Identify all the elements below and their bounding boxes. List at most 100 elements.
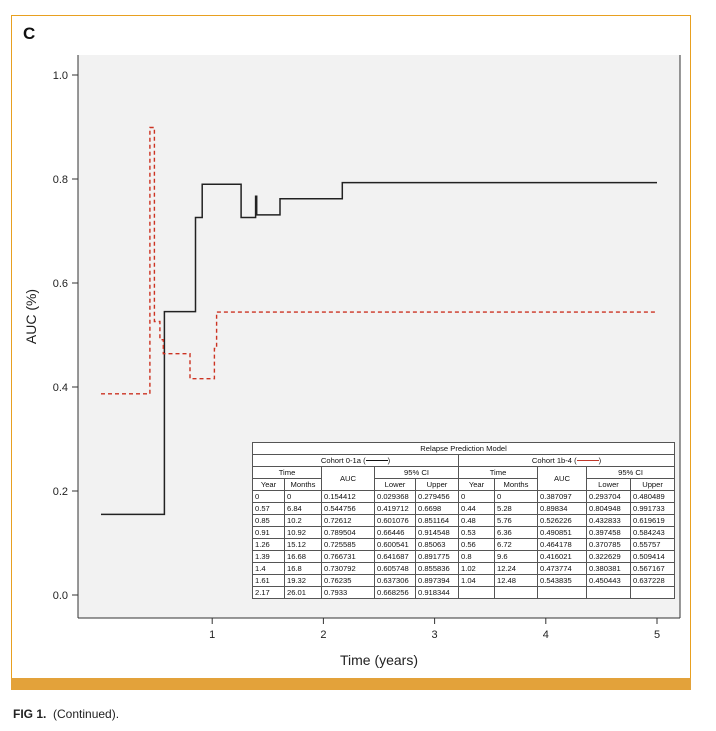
table-cell: 0.619619 [629, 514, 676, 527]
table-cell: 0.53 [458, 526, 495, 539]
col-ci-b: 95% CI [585, 466, 676, 479]
cohort-a-close: ) [387, 455, 391, 465]
col-auc-a: AUC [321, 466, 375, 491]
table-cell: 0.730792 [321, 562, 375, 575]
col-ci-a: 95% CI [374, 466, 459, 479]
col-time-a: Time [252, 466, 322, 479]
table-cell: 12.24 [494, 562, 538, 575]
x-tick-label: 1 [209, 629, 215, 641]
table-cell: 10.2 [284, 514, 322, 527]
y-tick-label: 0.6 [53, 278, 68, 290]
col-lower-b: Lower [586, 478, 631, 491]
table-cell: 0.85 [252, 514, 285, 527]
auc-table: Relapse Prediction Model Cohort 0-1a () … [251, 442, 676, 599]
table-cell: 9.6 [494, 550, 538, 563]
table-cell: 0.526226 [537, 514, 587, 527]
table-cell: 0.380381 [586, 562, 631, 575]
table-row: 2.17 26.01 0.7933 0.668256 0.918344 [252, 586, 676, 599]
table-title: Relapse Prediction Model [251, 442, 676, 455]
table-cell: 0.387097 [537, 490, 587, 503]
col-months-b: Months [494, 478, 538, 491]
table-cell: 19.32 [284, 574, 322, 587]
table-cell [458, 586, 495, 599]
table-cell: 0.668256 [374, 586, 416, 599]
table-cell: 6.84 [284, 502, 322, 515]
table-cell: 10.92 [284, 526, 322, 539]
table-body: 0 0 0.154412 0.029368 0.279456 0 0 0.387097 0.29… [252, 490, 676, 599]
col-year-b: Year [458, 478, 495, 491]
figure-bottom-bar [11, 678, 691, 690]
y-tick-label: 0.8 [53, 174, 68, 186]
table-cell: 5.76 [494, 514, 538, 527]
x-tick-label: 4 [543, 629, 549, 641]
x-tick-label: 3 [432, 629, 438, 641]
table-row: 1.61 19.32 0.76235 0.637306 0.897394 1.04 12.4… [252, 574, 676, 587]
y-tick-label: 0.4 [53, 382, 68, 394]
table-row: 0.57 6.84 0.544756 0.419712 0.6698 0.44 5.28 0.… [252, 502, 676, 515]
table-cell: 0.76235 [321, 574, 375, 587]
table-cell: 0.432833 [586, 514, 631, 527]
table-cell: 0.490851 [537, 526, 587, 539]
table-cell: 0.543835 [537, 574, 587, 587]
table-cell: 0.91 [252, 526, 285, 539]
cohort-a-label: Cohort 0-1a ( [320, 455, 366, 465]
table-cell: 0.914548 [415, 526, 459, 539]
table-cell: 0.279456 [415, 490, 459, 503]
table-cell: 26.01 [284, 586, 322, 599]
table-cell: 0.544756 [321, 502, 375, 515]
table-cell: 0.416021 [537, 550, 587, 563]
table-cell: 0.509414 [629, 550, 676, 563]
table-cell: 12.48 [494, 574, 538, 587]
cohort-b-swatch [576, 460, 599, 461]
table-cell [494, 586, 538, 599]
table-cell: 0.55757 [629, 538, 676, 551]
table-cell: 0 [494, 490, 538, 503]
table-cell: 0.293704 [586, 490, 631, 503]
series-line-1 [101, 181, 657, 516]
table-cell: 0.897394 [415, 574, 459, 587]
table-cell: 0.48 [458, 514, 495, 527]
table-cell: 0.8 [458, 550, 495, 563]
table-cell: 0.918344 [415, 586, 459, 599]
table-cell: 0.322629 [586, 550, 631, 563]
table-row: 0.91 10.92 0.789504 0.66446 0.914548 0.53 6.36… [252, 526, 676, 539]
table-cell: 0.725585 [321, 538, 375, 551]
cohort-a-swatch [365, 460, 388, 461]
caption-label: FIG 1. [13, 707, 47, 721]
x-axis: 1 2 3 4 5 [209, 618, 660, 641]
col-months-a: Months [284, 478, 322, 491]
y-axis-title: AUC (%) [23, 289, 39, 344]
table-cell: 0.029368 [374, 490, 416, 503]
caption-text: (Continued). [53, 707, 120, 721]
cohort-a-header: Cohort 0-1a () [252, 454, 459, 467]
table-cell: 0.637228 [629, 574, 676, 587]
table-cell: 0 [284, 490, 322, 503]
table-cell: 0.789504 [321, 526, 375, 539]
table-cell: 1.02 [458, 562, 495, 575]
panel-label: C [23, 24, 36, 43]
table-cell: 0.7933 [321, 586, 375, 599]
table-cell [629, 586, 676, 599]
col-upper-b: Upper [629, 478, 676, 491]
y-tick-label: 1.0 [53, 70, 68, 82]
table-cell: 6.36 [494, 526, 538, 539]
table-cell: 1.04 [458, 574, 495, 587]
table-row: 1.39 16.68 0.766731 0.641687 0.891775 0.8 9.6 0… [252, 550, 676, 563]
table-cell: 5.28 [494, 502, 538, 515]
table-cell: 0.66446 [374, 526, 416, 539]
table-cell: 1.39 [252, 550, 285, 563]
col-upper-a: Upper [415, 478, 459, 491]
x-tick-label: 5 [654, 629, 660, 641]
col-lower-a: Lower [374, 478, 416, 491]
col-time-b: Time [458, 466, 538, 479]
y-tick-label: 0.0 [53, 590, 68, 602]
x-axis-title: Time (years) [340, 652, 418, 668]
cohort-b-header: Cohort 1b-4 () [457, 454, 676, 467]
table-cell: 0.154412 [321, 490, 375, 503]
table-cell: 0.891775 [415, 550, 459, 563]
table-cell: 1.4 [252, 562, 285, 575]
table-cell: 0.473774 [537, 562, 587, 575]
table-cell: 0.851164 [415, 514, 459, 527]
table-cell: 0.72612 [321, 514, 375, 527]
